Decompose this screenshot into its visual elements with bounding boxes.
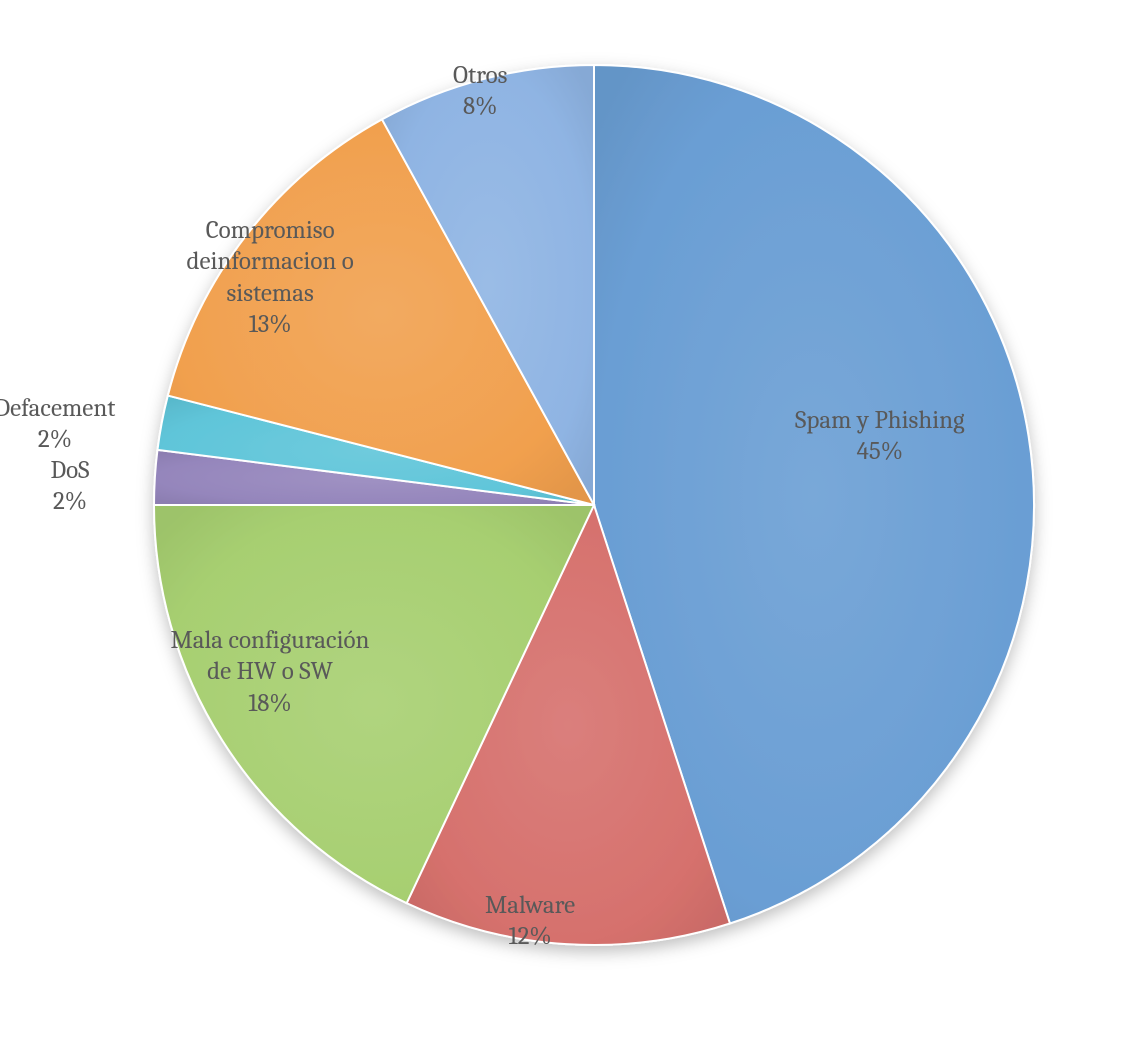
pie-chart: Spam y Phishing 45%Malware 12%Mala confi… [0, 0, 1140, 1038]
pie-chart-svg [0, 0, 1140, 1038]
